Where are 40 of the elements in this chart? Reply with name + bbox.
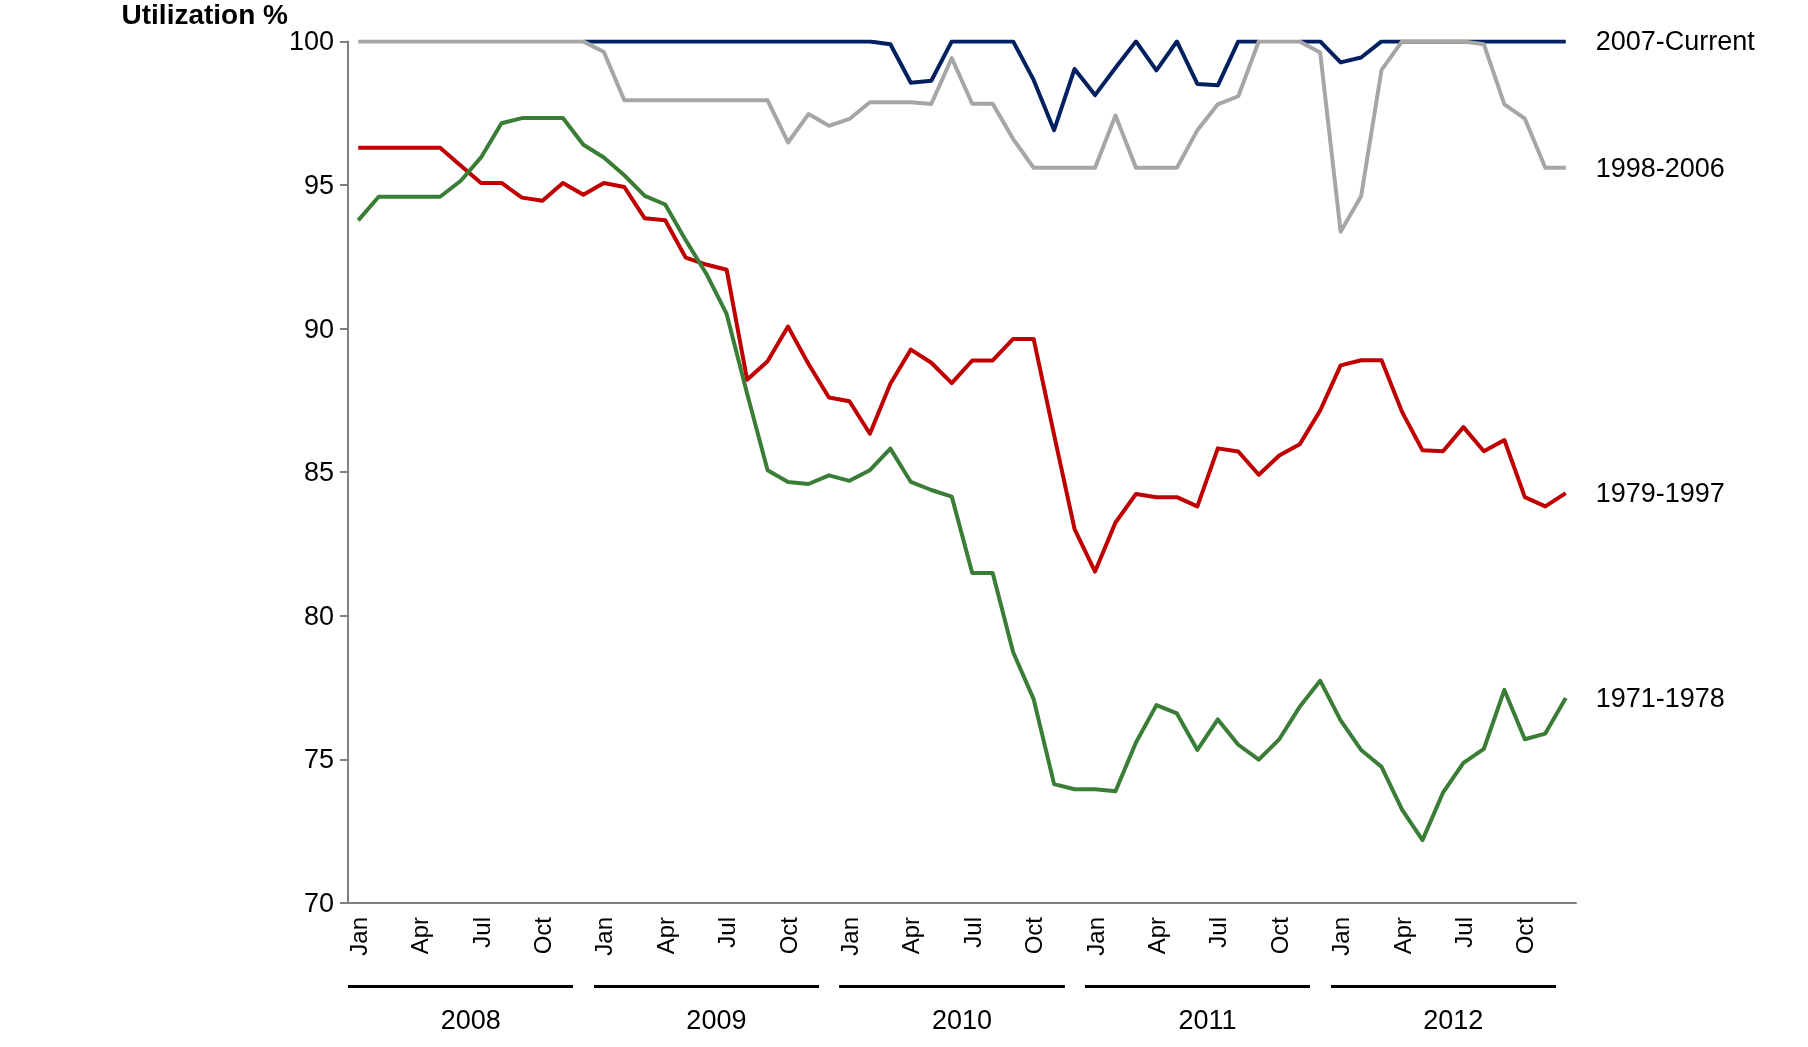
x-tick-label: Jul — [1204, 917, 1232, 948]
x-tick-label: Jan — [1081, 917, 1109, 956]
y-tick-label: 80 — [303, 600, 334, 631]
x-tick-label: Apr — [897, 917, 925, 955]
line-series — [356, 145, 1568, 574]
x-tick-label: Jul — [713, 917, 741, 948]
line-series — [356, 39, 1568, 234]
x-tick-label: Apr — [651, 917, 679, 955]
series-label: 1979-1997 — [1595, 478, 1725, 509]
text: 2011 — [1178, 1004, 1237, 1035]
y-tick-label: 75 — [303, 744, 334, 775]
series-label: 1998-2006 — [1595, 152, 1725, 183]
text: 2010 — [931, 1004, 993, 1035]
x-tick-label: Jul — [467, 917, 495, 948]
y-tick-label: 95 — [303, 170, 334, 200]
text: 2008 — [440, 1004, 501, 1035]
x-tick-label: Jan — [590, 917, 618, 956]
x-tick-label: Jan — [1327, 917, 1355, 956]
x-tick-label: Oct — [774, 916, 802, 955]
x-tick-label: Jul — [958, 917, 986, 948]
x-tick-label: Oct — [1511, 916, 1539, 955]
text: 2012 — [1423, 1004, 1484, 1035]
y-tick-label: 100 — [288, 26, 334, 57]
series-label: 2007-Current — [1595, 26, 1756, 57]
y-tick-label: 85 — [303, 457, 334, 488]
x-tick-label: Oct — [528, 916, 556, 955]
x-tick-label: Apr — [1388, 917, 1416, 955]
y-tick-label: 70 — [303, 888, 334, 918]
x-tick-label: Oct — [1020, 916, 1048, 955]
y-tick-label: 90 — [303, 313, 334, 344]
x-tick-label: Jul — [1449, 917, 1477, 948]
x-tick-label: Jan — [835, 917, 863, 956]
series-label: 1971-1978 — [1595, 682, 1725, 713]
y-axis-title: Utilization % — [121, 0, 289, 30]
x-tick-label: Jan — [344, 917, 372, 956]
x-tick-label: Apr — [1142, 917, 1170, 955]
line-series — [356, 116, 1568, 843]
x-tick-label: Oct — [1265, 916, 1293, 955]
text: 2009 — [686, 1004, 747, 1035]
x-tick-label: Apr — [406, 917, 434, 955]
